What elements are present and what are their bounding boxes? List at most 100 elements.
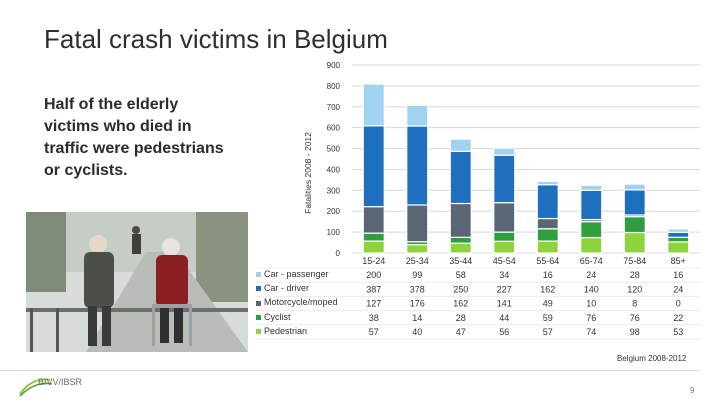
table-header-cell: 65-74 (580, 256, 603, 266)
bar-motorcycle-moped-45-54 (493, 202, 516, 233)
bar-car-passenger-65-74 (580, 184, 603, 191)
bar-cyclist-85- (667, 236, 690, 243)
bar-cyclist-15-24 (362, 232, 385, 242)
bar-pedestrian-65-74 (580, 236, 603, 254)
legend-item: Car - driver (256, 281, 338, 295)
table-cell: 162 (453, 299, 468, 309)
table-header-cell: 75-84 (623, 256, 646, 266)
table-cell: 28 (630, 270, 640, 280)
bar-pedestrian-25-34 (406, 244, 429, 254)
legend-item: Car - passenger (256, 267, 338, 281)
bar-motorcycle-moped-35-44 (449, 202, 472, 238)
legend-swatch (256, 286, 261, 292)
table-cell: 59 (543, 313, 553, 323)
table-cell: 34 (499, 270, 509, 280)
bar-pedestrian-75-84 (623, 231, 646, 254)
bar-car-driver-35-44 (449, 150, 472, 205)
table-cell: 16 (673, 270, 683, 280)
bar-car-passenger-35-44 (449, 138, 472, 152)
bar-car-passenger-75-84 (623, 183, 646, 191)
legend-item: Pedestrian (256, 324, 338, 338)
bar-cyclist-55-64 (536, 228, 559, 242)
table-cell: 98 (630, 327, 640, 337)
bar-car-driver-55-64 (536, 184, 559, 220)
table-cell: 76 (630, 313, 640, 323)
source-note: Belgium 2008-2012 (617, 354, 687, 363)
bar-cyclist-75-84 (623, 216, 646, 234)
bar-car-passenger-15-24 (362, 83, 385, 127)
table-cell: 10 (586, 299, 596, 309)
table-cell: 47 (456, 327, 466, 337)
table-cell: 14 (412, 313, 422, 323)
bar-motorcycle-moped-25-34 (406, 204, 429, 243)
table-cell: 99 (412, 270, 422, 280)
table-cell: 22 (673, 313, 683, 323)
bar-car-driver-15-24 (362, 125, 385, 208)
table-cell: 250 (453, 284, 468, 294)
table-cell: 16 (543, 270, 553, 280)
legend-swatch (256, 314, 261, 320)
legend-label: Car - driver (264, 283, 310, 294)
table-cell: 40 (412, 327, 422, 337)
bar-car-driver-25-34 (406, 125, 429, 206)
bivv-ibsr-logo: BIVV/IBSR (16, 372, 96, 405)
table-cell: 227 (497, 284, 512, 294)
table-cell: 127 (366, 299, 381, 309)
elderly-pedestrians-photo (26, 212, 248, 352)
y-tick-label: 900 (327, 61, 341, 70)
y-tick-label: 100 (327, 228, 341, 237)
bar-car-driver-45-54 (493, 154, 516, 204)
y-axis-label: Fatalities 2008 - 2012 (303, 132, 313, 214)
legend: Car - passenger Car - driver Motorcycle/mo… (256, 267, 338, 338)
y-tick-label: 500 (327, 145, 341, 154)
table-cell: 57 (369, 327, 379, 337)
table-cell: 0 (676, 299, 681, 309)
bar-car-passenger-85- (667, 228, 690, 233)
legend-label: Pedestrian (264, 325, 308, 336)
y-tick-label: 600 (327, 124, 341, 133)
page-number: 9 (690, 386, 695, 395)
bar-pedestrian-45-54 (493, 240, 516, 254)
table-cell: 8 (632, 299, 637, 309)
table-header-cell: 15-24 (362, 256, 385, 266)
table-cell: 200 (366, 270, 381, 280)
bar-motorcycle-moped-15-24 (362, 206, 385, 234)
y-tick-label: 0 (336, 249, 341, 258)
bar-cyclist-35-44 (449, 236, 472, 244)
table-header-cell: 55-64 (536, 256, 559, 266)
table-cell: 140 (584, 284, 599, 294)
bar-car-driver-75-84 (623, 189, 646, 216)
bar-pedestrian-15-24 (362, 240, 385, 254)
bar-pedestrian-85- (667, 241, 690, 254)
table-cell: 24 (586, 270, 596, 280)
legend-item: Cyclist (256, 310, 338, 324)
bar-pedestrian-55-64 (536, 240, 559, 254)
legend-item: Motorcycle/moped (256, 295, 338, 309)
legend-label: Cyclist (264, 311, 291, 322)
bar-car-passenger-55-64 (536, 180, 559, 186)
bar-pedestrian-35-44 (449, 242, 472, 254)
table-cell: 176 (410, 299, 425, 309)
footer-divider (0, 370, 700, 371)
table-cell: 387 (366, 284, 381, 294)
legend-swatch (256, 300, 261, 306)
bar-cyclist-45-54 (493, 231, 516, 242)
table-cell: 162 (540, 284, 555, 294)
legend-swatch (256, 272, 261, 278)
table-cell: 56 (499, 327, 509, 337)
legend-label: Motorcycle/moped (264, 297, 338, 308)
table-cell: 38 (369, 313, 379, 323)
table-cell: 74 (586, 327, 596, 337)
y-tick-label: 700 (327, 103, 341, 112)
bar-cyclist-65-74 (580, 221, 603, 239)
table-cell: 76 (586, 313, 596, 323)
svg-text:BIVV/IBSR: BIVV/IBSR (38, 377, 83, 387)
y-tick-label: 800 (327, 82, 341, 91)
table-cell: 141 (497, 299, 512, 309)
y-tick-label: 200 (327, 207, 341, 216)
slide-title: Fatal crash victims in Belgium (44, 24, 388, 54)
table-cell: 24 (673, 284, 683, 294)
table-header-cell: 45-54 (493, 256, 516, 266)
bar-motorcycle-moped-55-64 (536, 217, 559, 230)
